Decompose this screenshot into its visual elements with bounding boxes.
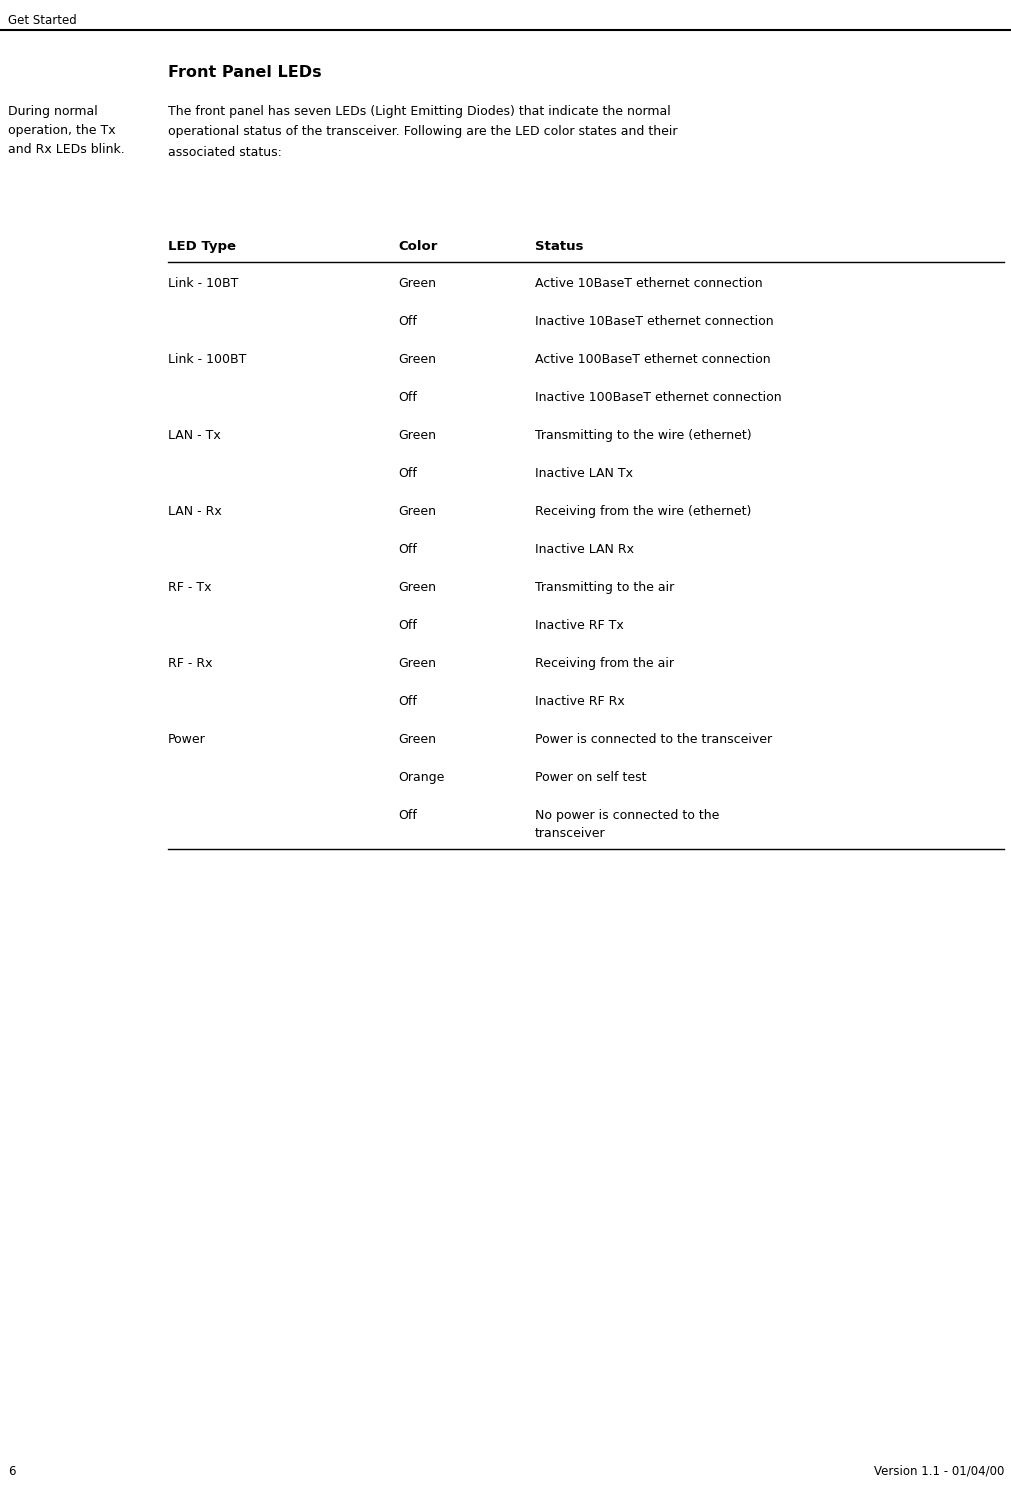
Text: Inactive 10BaseT ethernet connection: Inactive 10BaseT ethernet connection	[535, 315, 772, 328]
Text: Front Panel LEDs: Front Panel LEDs	[168, 64, 321, 79]
Text: Active 10BaseT ethernet connection: Active 10BaseT ethernet connection	[535, 277, 762, 291]
Text: 6: 6	[8, 1465, 15, 1479]
Text: Power is connected to the transceiver: Power is connected to the transceiver	[535, 733, 771, 746]
Text: Version 1.1 - 01/04/00: Version 1.1 - 01/04/00	[872, 1465, 1003, 1479]
Text: No power is connected to the
transceiver: No power is connected to the transceiver	[535, 809, 719, 840]
Text: Color: Color	[397, 240, 437, 253]
Text: Green: Green	[397, 428, 436, 442]
Text: Off: Off	[397, 542, 417, 556]
Text: Transmitting to the air: Transmitting to the air	[535, 581, 673, 595]
Text: LAN - Tx: LAN - Tx	[168, 428, 220, 442]
Text: Off: Off	[397, 391, 417, 404]
Text: RF - Tx: RF - Tx	[168, 581, 211, 595]
Text: Link - 10BT: Link - 10BT	[168, 277, 239, 291]
Text: LAN - Rx: LAN - Rx	[168, 505, 221, 518]
Text: Power: Power	[168, 733, 205, 746]
Text: Power on self test: Power on self test	[535, 771, 646, 783]
Text: Receiving from the air: Receiving from the air	[535, 658, 673, 670]
Text: Green: Green	[397, 581, 436, 595]
Text: Off: Off	[397, 467, 417, 479]
Text: Green: Green	[397, 505, 436, 518]
Text: Inactive 100BaseT ethernet connection: Inactive 100BaseT ethernet connection	[535, 391, 780, 404]
Text: Off: Off	[397, 315, 417, 328]
Text: Green: Green	[397, 658, 436, 670]
Text: Off: Off	[397, 809, 417, 822]
Text: Inactive RF Tx: Inactive RF Tx	[535, 619, 623, 632]
Text: LED Type: LED Type	[168, 240, 236, 253]
Text: Inactive LAN Tx: Inactive LAN Tx	[535, 467, 632, 479]
Text: Off: Off	[397, 619, 417, 632]
Text: RF - Rx: RF - Rx	[168, 658, 212, 670]
Text: Status: Status	[535, 240, 583, 253]
Text: Green: Green	[397, 733, 436, 746]
Text: Green: Green	[397, 277, 436, 291]
Text: Inactive LAN Rx: Inactive LAN Rx	[535, 542, 633, 556]
Text: The front panel has seven LEDs (Light Emitting Diodes) that indicate the normal
: The front panel has seven LEDs (Light Em…	[168, 105, 676, 159]
Text: Receiving from the wire (ethernet): Receiving from the wire (ethernet)	[535, 505, 750, 518]
Text: Get Started: Get Started	[8, 13, 77, 27]
Text: Off: Off	[397, 695, 417, 709]
Text: Link - 100BT: Link - 100BT	[168, 354, 246, 366]
Text: Active 100BaseT ethernet connection: Active 100BaseT ethernet connection	[535, 354, 769, 366]
Text: Transmitting to the wire (ethernet): Transmitting to the wire (ethernet)	[535, 428, 751, 442]
Text: Green: Green	[397, 354, 436, 366]
Text: Orange: Orange	[397, 771, 444, 783]
Text: During normal
operation, the Tx
and Rx LEDs blink.: During normal operation, the Tx and Rx L…	[8, 105, 124, 156]
Text: Inactive RF Rx: Inactive RF Rx	[535, 695, 624, 709]
